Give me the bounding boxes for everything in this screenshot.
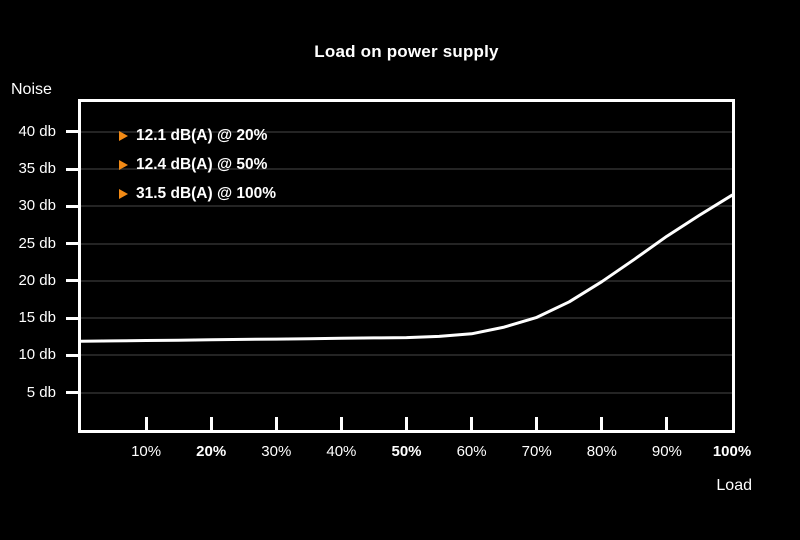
legend: 12.1 dB(A) @ 20% 12.4 dB(A) @ 50% 31.5 d… (119, 127, 277, 202)
legend-item: 12.4 dB(A) @ 50% (119, 156, 276, 173)
y-tick-mark (66, 353, 81, 357)
y-tick-label: 10 db (18, 346, 56, 364)
chart-title: Load on power supply (314, 42, 499, 61)
legend-arrow-icon (119, 131, 128, 141)
gridline (81, 242, 732, 245)
plot-area: 40 db 35 db 30 db 25 db 20 db 15 db 10 db 5 db 1… (18, 99, 751, 460)
gridline (81, 391, 732, 394)
y-tick-label: 5 db (26, 383, 56, 401)
x-tick-mark (535, 417, 539, 430)
x-tick-mark (600, 417, 604, 430)
x-tick-label: 10% (131, 443, 162, 460)
x-tick-mark (405, 417, 408, 430)
x-tick-label: 80% (586, 443, 617, 460)
y-tick-mark (66, 279, 81, 283)
x-tick-mark (209, 417, 213, 430)
x-tick-label: 50% (391, 443, 422, 460)
gridline (81, 130, 732, 133)
x-tick-mark (144, 417, 148, 430)
x-tick-label: 100% (712, 443, 752, 460)
gridline (81, 279, 732, 282)
y-tick-label: 25 db (18, 234, 56, 252)
y-tick-label: 40 db (18, 122, 56, 140)
y-tick-label: 30 db (18, 197, 56, 215)
y-axis-title: Noise (11, 81, 52, 98)
legend-label: 12.1 dB(A) @ 20% (136, 127, 268, 144)
gridline (81, 317, 732, 320)
gridline (81, 354, 732, 357)
x-tick-label: 90% (651, 443, 682, 460)
x-tick-label: 30% (261, 443, 292, 460)
legend-label: 31.5 dB(A) @ 100% (136, 185, 277, 202)
legend-arrow-icon (119, 189, 128, 199)
legend-label: 12.4 dB(A) @ 50% (136, 156, 268, 173)
gridline (81, 168, 732, 171)
y-tick-label: 20 db (18, 271, 56, 289)
y-tick-mark (66, 242, 81, 246)
x-tick-mark (274, 417, 278, 430)
y-tick-mark (66, 391, 81, 395)
noise-curve (79, 193, 734, 343)
legend-item: 12.1 dB(A) @ 20% (119, 127, 276, 144)
x-tick-label: 60% (456, 443, 487, 460)
x-tick-mark (665, 417, 669, 430)
x-tick-mark (470, 417, 474, 430)
x-axis-title: Load (716, 477, 752, 494)
x-tick-mark (339, 417, 343, 430)
gridline (81, 205, 732, 208)
legend-item: 31.5 dB(A) @ 100% (119, 185, 277, 202)
x-tick-label: 20% (196, 443, 227, 460)
legend-arrow-icon (119, 160, 128, 170)
x-tick-label: 40% (326, 443, 357, 460)
x-tick-label: 70% (521, 443, 552, 460)
noise-curve-svg (79, 193, 734, 343)
y-tick-label: 35 db (18, 160, 56, 178)
y-tick-mark (66, 130, 81, 134)
y-tick-mark (66, 167, 81, 171)
y-tick-label: 15 db (18, 309, 56, 327)
y-tick-mark (66, 204, 81, 208)
y-tick-mark (66, 316, 81, 320)
